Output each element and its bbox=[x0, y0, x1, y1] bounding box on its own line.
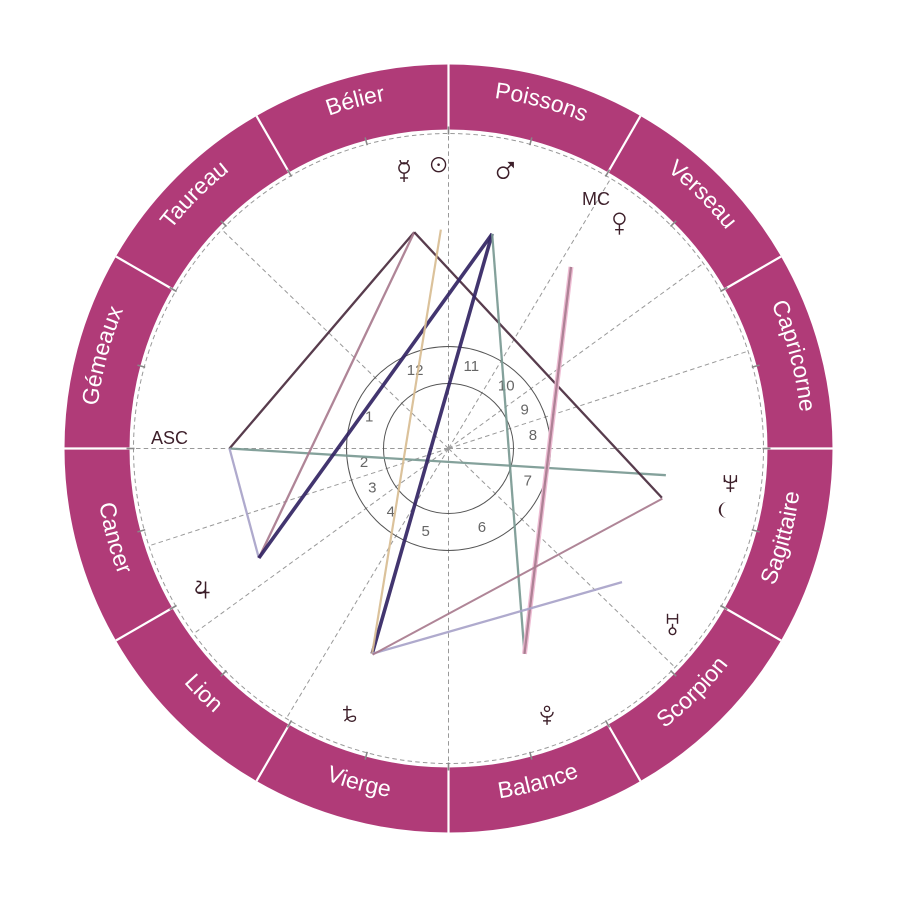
svg-text:5: 5 bbox=[421, 523, 429, 540]
svg-text:10: 10 bbox=[498, 377, 515, 394]
svg-text:7: 7 bbox=[524, 473, 532, 490]
svg-text:12: 12 bbox=[407, 362, 424, 379]
svg-text:3: 3 bbox=[368, 479, 376, 496]
svg-text:ASC: ASC bbox=[151, 428, 188, 448]
svg-text:MC: MC bbox=[582, 189, 610, 209]
svg-text:9: 9 bbox=[521, 402, 529, 419]
svg-text:11: 11 bbox=[464, 358, 480, 375]
svg-text:8: 8 bbox=[529, 427, 537, 444]
svg-text:6: 6 bbox=[478, 519, 486, 536]
